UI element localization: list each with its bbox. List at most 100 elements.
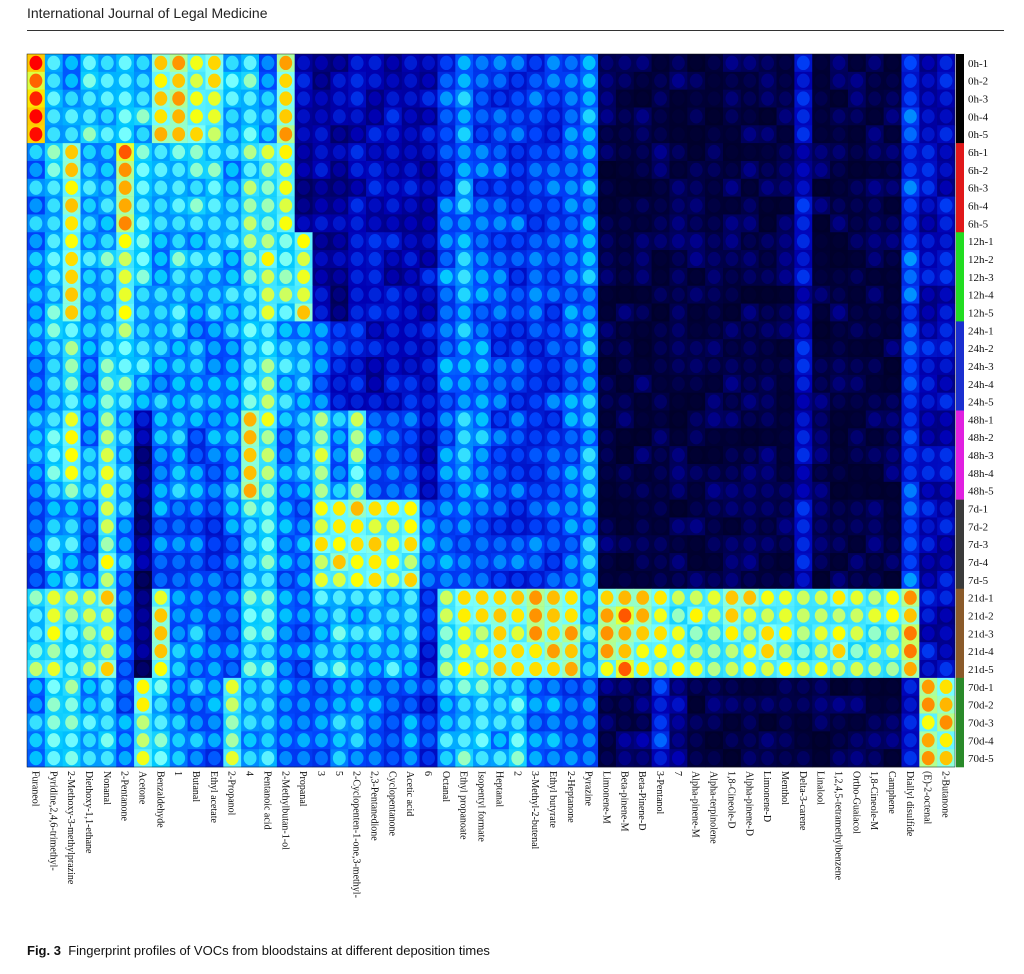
heatmap-spot bbox=[350, 750, 364, 766]
heatmap-spot bbox=[315, 447, 328, 463]
heatmap-spot bbox=[386, 483, 400, 498]
heatmap-spot bbox=[154, 661, 168, 677]
heatmap-spot bbox=[850, 501, 864, 516]
heatmap-spot bbox=[921, 127, 935, 142]
heatmap-spot bbox=[404, 340, 418, 356]
heatmap-spot bbox=[707, 447, 721, 463]
heatmap-spot bbox=[832, 430, 846, 445]
heatmap-spot bbox=[225, 537, 239, 552]
row-label: 6h-2 bbox=[968, 165, 988, 177]
heatmap-spot bbox=[439, 305, 453, 320]
heatmap-spot bbox=[136, 750, 150, 766]
heatmap-spot bbox=[868, 340, 882, 356]
heatmap-spot bbox=[761, 679, 775, 694]
heatmap-spot bbox=[796, 287, 810, 302]
heatmap-spot bbox=[297, 733, 311, 748]
heatmap-spot bbox=[832, 465, 846, 481]
heatmap-spot bbox=[707, 733, 721, 748]
heatmap-spot bbox=[83, 91, 96, 106]
heatmap-spot bbox=[779, 180, 792, 195]
heatmap-spot bbox=[368, 733, 382, 748]
heatmap-spot bbox=[315, 554, 328, 570]
heatmap-spot bbox=[636, 572, 650, 587]
heatmap-spot bbox=[654, 323, 667, 338]
heatmap-spot bbox=[564, 394, 578, 409]
heatmap-spot bbox=[796, 55, 810, 71]
heatmap-spot bbox=[100, 626, 114, 641]
heatmap-spot bbox=[136, 483, 150, 498]
heatmap-spot bbox=[547, 572, 560, 587]
heatmap-spot bbox=[225, 394, 239, 409]
heatmap-spot bbox=[279, 572, 293, 587]
heatmap-spot bbox=[600, 376, 614, 391]
heatmap-spot bbox=[511, 73, 525, 88]
heatmap-spot bbox=[654, 661, 667, 677]
heatmap-spot bbox=[386, 251, 400, 267]
heatmap-spot bbox=[279, 519, 293, 534]
heatmap-spot bbox=[118, 715, 132, 730]
heatmap-spot bbox=[279, 269, 293, 284]
heatmap-spot bbox=[921, 733, 935, 748]
heatmap-spot bbox=[707, 109, 721, 124]
heatmap-spot bbox=[761, 251, 775, 267]
heatmap-spot bbox=[154, 430, 168, 445]
heatmap-spot bbox=[65, 394, 79, 409]
heatmap-spot bbox=[225, 447, 239, 463]
heatmap-spot bbox=[404, 73, 418, 88]
heatmap-spot bbox=[100, 234, 114, 249]
group-bar-segment bbox=[956, 321, 964, 411]
heatmap-spot bbox=[279, 501, 293, 516]
heatmap-spot bbox=[386, 679, 400, 694]
heatmap-spot bbox=[47, 144, 61, 160]
heatmap-spot bbox=[225, 269, 239, 284]
heatmap-spot bbox=[207, 305, 221, 320]
heatmap-spot bbox=[564, 465, 578, 481]
heatmap-spot bbox=[29, 251, 43, 267]
row-label: 24h-5 bbox=[968, 397, 994, 409]
heatmap-spot bbox=[350, 251, 364, 267]
heatmap-spot bbox=[493, 73, 507, 88]
heatmap-spot bbox=[225, 109, 239, 124]
heatmap-spot bbox=[136, 340, 150, 356]
heatmap-spot bbox=[422, 447, 435, 463]
heatmap-spot bbox=[439, 412, 453, 427]
heatmap-spot bbox=[279, 323, 293, 338]
heatmap-spot bbox=[654, 750, 667, 766]
heatmap-spot bbox=[83, 305, 96, 320]
heatmap-spot bbox=[814, 733, 828, 748]
row-label: 48h-1 bbox=[968, 414, 994, 426]
heatmap-spot bbox=[386, 323, 400, 338]
heatmap-spot bbox=[29, 750, 43, 766]
heatmap-spot bbox=[297, 572, 311, 587]
heatmap-spot bbox=[100, 340, 114, 356]
heatmap-spot bbox=[654, 412, 667, 427]
heatmap-spot bbox=[457, 590, 471, 605]
heatmap-spot bbox=[261, 234, 275, 249]
heatmap-spot bbox=[707, 55, 721, 71]
heatmap-spot bbox=[475, 572, 489, 587]
heatmap-spot bbox=[779, 447, 792, 463]
row-label: 0h-5 bbox=[968, 129, 989, 141]
heatmap-spot bbox=[154, 483, 168, 498]
heatmap-spot bbox=[939, 394, 953, 409]
heatmap-spot bbox=[136, 216, 150, 231]
heatmap-spot bbox=[921, 483, 935, 498]
heatmap-spot bbox=[547, 216, 560, 231]
heatmap-spot bbox=[100, 394, 114, 409]
heatmap-spot bbox=[493, 733, 507, 748]
heatmap-spot bbox=[850, 465, 864, 481]
heatmap-spot bbox=[350, 269, 364, 284]
heatmap-spot bbox=[582, 109, 596, 124]
heatmap-spot bbox=[261, 608, 275, 623]
heatmap-spot bbox=[404, 358, 418, 374]
heatmap-spot bbox=[725, 287, 739, 302]
heatmap-spot bbox=[475, 109, 489, 124]
heatmap-spot bbox=[814, 750, 828, 766]
heatmap-spot bbox=[779, 323, 792, 338]
heatmap-spot bbox=[618, 198, 632, 213]
heatmap-spot bbox=[903, 91, 917, 106]
heatmap-spot bbox=[654, 216, 667, 231]
group-bar-segment bbox=[956, 143, 964, 233]
heatmap-spot bbox=[83, 251, 96, 267]
heatmap-spot bbox=[315, 394, 328, 409]
